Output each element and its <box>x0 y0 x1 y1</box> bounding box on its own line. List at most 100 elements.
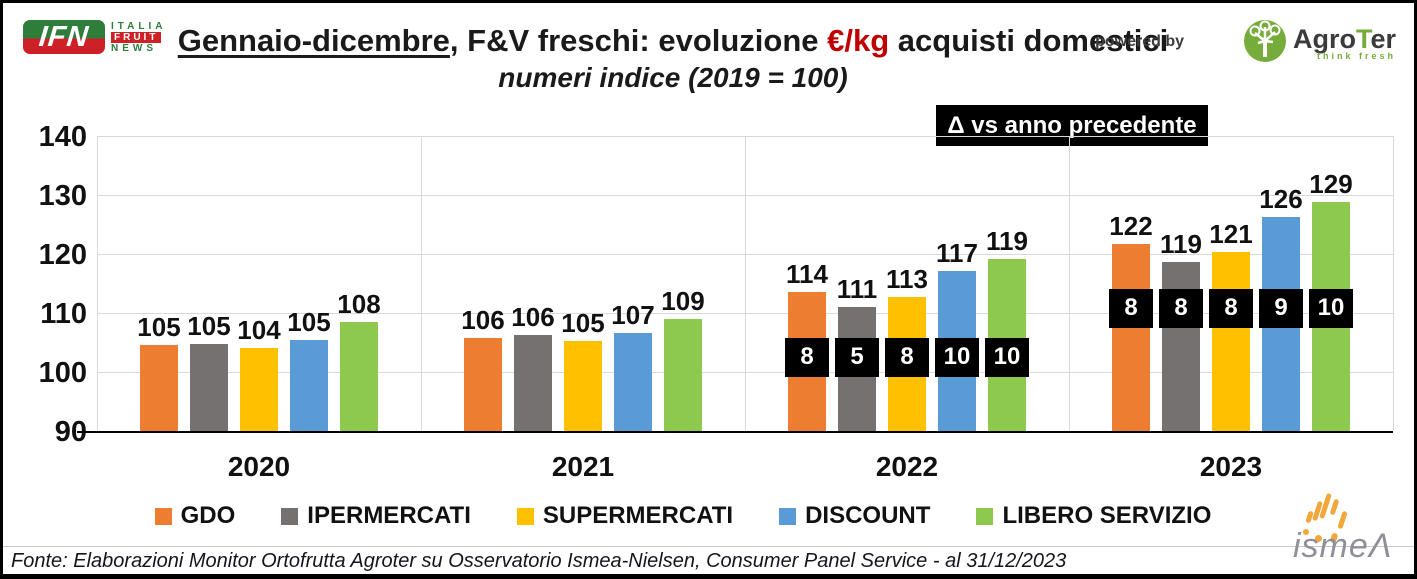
bar-value-label: 113 <box>886 264 928 295</box>
legend-item-ipermercati: IPERMERCATI <box>281 502 471 530</box>
bar-gdo <box>140 344 178 431</box>
bar-value-label: 105 <box>287 307 331 338</box>
bar-value-label: 108 <box>337 288 381 319</box>
ifn-line-italia: ITALIA <box>111 21 167 32</box>
y-tick-label: 130 <box>38 180 87 212</box>
ismea-spark <box>1329 498 1340 516</box>
source-note: Fonte: Elaborazioni Monitor Ortofrutta A… <box>11 550 1067 572</box>
legend-item-supermercati: SUPERMERCATI <box>516 502 734 530</box>
x-axis-label: 2021 <box>551 451 615 482</box>
legend-item-discount: DISCOUNT <box>779 502 930 530</box>
delta-badge: 10 <box>985 337 1029 377</box>
agroter-tree-icon <box>1243 20 1286 62</box>
bar-ipermercati <box>1162 261 1200 431</box>
agroter-tagline: think fresh <box>1316 51 1396 61</box>
chart-title-block: Gennaio-dicembre, F&V freschi: evoluzion… <box>173 23 1173 94</box>
bar-libero-servizio <box>340 321 378 431</box>
bar-value-label: 121 <box>1209 219 1253 250</box>
ifn-wordmark: ITALIA FRUIT NEWS <box>111 20 166 54</box>
ismea-spark-dot <box>1303 529 1309 535</box>
delta-badge: 8 <box>885 337 929 377</box>
x-axis-label: 2023 <box>1199 451 1263 482</box>
legend-item-gdo: GDO <box>154 502 236 530</box>
bar-libero-servizio <box>664 319 702 431</box>
y-tick-label: 100 <box>38 357 87 389</box>
bar-discount <box>614 333 652 431</box>
legend-label: DISCOUNT <box>805 502 931 529</box>
title-period: Gennaio-dicembre <box>177 23 450 58</box>
legend-swatch <box>779 507 797 525</box>
bar-ipermercati <box>190 343 228 431</box>
ismea-spark-dot <box>1315 535 1322 542</box>
x-axis-line <box>77 431 1393 433</box>
delta-badge: 10 <box>935 337 979 377</box>
bar-gdo <box>1112 243 1150 431</box>
title-eur-kg: €/kg <box>827 23 890 58</box>
bar-value-label: 106 <box>461 304 505 335</box>
agroter-logo: AgroTer think fresh <box>1243 19 1396 63</box>
delta-badge: 5 <box>835 337 879 377</box>
legend-swatch <box>976 507 994 525</box>
bar-ipermercati <box>514 334 552 431</box>
chart-legend: GDO IPERMERCATI SUPERMERCATI DISCOUNT LIBERO… <box>3 502 1363 530</box>
delta-badge: 9 <box>1259 288 1303 328</box>
delta-badge: 10 <box>1309 288 1353 328</box>
bar-value-label: 105 <box>561 308 605 339</box>
bar-value-label: 105 <box>137 311 181 342</box>
gridline <box>421 136 422 431</box>
bar-value-label: 129 <box>1309 169 1353 200</box>
legend-swatch <box>516 507 534 525</box>
gridline <box>1069 136 1070 431</box>
bar-value-label: 114 <box>786 259 828 290</box>
ifn-line-fruit: FRUIT <box>111 32 162 43</box>
bar-supermercati <box>564 341 602 431</box>
legend-label: GDO <box>180 502 236 529</box>
legend-label: IPERMERCATI <box>307 502 471 529</box>
delta-vs-previous-year-banner: Δ vs anno precedente <box>936 105 1208 146</box>
bar-supermercati <box>240 348 278 431</box>
bar-supermercati <box>1212 252 1250 431</box>
bar-value-label: 104 <box>237 315 281 346</box>
ifn-badge: IFN <box>23 20 105 54</box>
gridline <box>1393 136 1394 431</box>
delta-badge: 8 <box>1109 288 1153 328</box>
bar-value-label: 119 <box>1160 228 1202 259</box>
legend-item-libero-servizio: LIBERO SERVIZIO <box>976 502 1211 530</box>
bar-value-label: 111 <box>836 274 878 305</box>
bar-value-label: 126 <box>1259 184 1303 215</box>
y-tick-label: 110 <box>40 298 87 330</box>
bar-value-label: 105 <box>187 310 231 341</box>
bar-value-label: 119 <box>986 225 1028 256</box>
chart-title: Gennaio-dicembre, F&V freschi: evoluzion… <box>177 23 1169 58</box>
ismea-wordmark: ismeΛ <box>1293 527 1393 565</box>
delta-badge: 8 <box>785 337 829 377</box>
bar-discount <box>290 340 328 431</box>
bar-value-label: 117 <box>936 237 978 268</box>
bar-chart: 140 130 120 110 100 90 105 105 104 105 108 2020 106 1… <box>3 3 1414 574</box>
legend-swatch <box>154 507 172 525</box>
bar-value-label: 122 <box>1109 210 1153 241</box>
legend-label: LIBERO SERVIZIO <box>1002 502 1212 529</box>
gridline <box>745 136 746 431</box>
ifn-logo: IFN ITALIA FRUIT NEWS <box>23 20 166 54</box>
x-axis-label: 2020 <box>227 451 291 482</box>
chart-subtitle: numeri indice (2019 = 100) <box>498 62 848 93</box>
bar-value-label: 109 <box>661 286 705 317</box>
ismea-logo: ismeΛ <box>1285 485 1413 573</box>
ifn-line-news: NEWS <box>111 43 157 54</box>
delta-badge: 8 <box>1159 288 1203 328</box>
legend-label: SUPERMERCATI <box>542 502 734 529</box>
agroter-wordmark: AgroTer <box>1292 24 1396 54</box>
x-axis-label: 2022 <box>875 451 939 482</box>
delta-badge: 8 <box>1209 288 1253 328</box>
bar-value-label: 106 <box>511 301 555 332</box>
bar-value-label: 107 <box>611 300 655 331</box>
y-tick-label: 120 <box>38 239 87 271</box>
legend-swatch <box>281 507 299 525</box>
gridline <box>97 136 98 431</box>
footer-divider <box>3 546 1414 547</box>
bar-gdo <box>464 337 502 431</box>
powered-by-label: powered by <box>1095 33 1184 50</box>
y-tick-label: 140 <box>38 121 87 153</box>
